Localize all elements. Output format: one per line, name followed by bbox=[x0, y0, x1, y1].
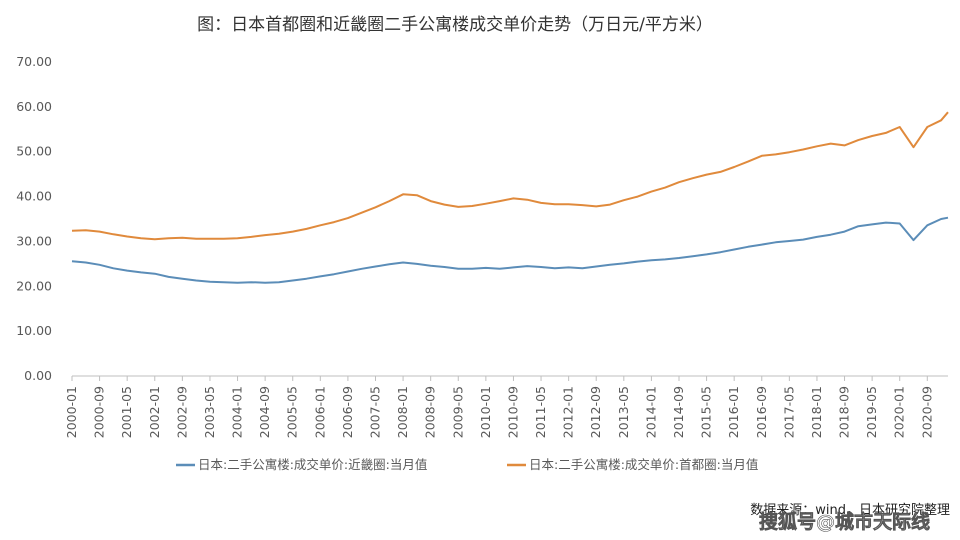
legend-label-shuto: 日本:二手公寓楼:成交单价:首都圈:当月值 bbox=[529, 457, 758, 472]
x-tick-label: 2006-01 bbox=[312, 386, 327, 438]
legend-label-kinki: 日本:二手公寓楼:成交单价:近畿圈:当月值 bbox=[198, 457, 427, 472]
x-tick-label: 2006-09 bbox=[340, 386, 355, 438]
x-tick-label: 2007-05 bbox=[367, 386, 382, 438]
watermark: 搜狐号@城市天际线 bbox=[759, 510, 930, 533]
x-tick-label: 2013-05 bbox=[616, 386, 631, 438]
y-tick-label: 70.00 bbox=[16, 54, 52, 69]
x-tick-label: 2002-09 bbox=[174, 386, 189, 438]
x-tick-label: 2000-09 bbox=[92, 386, 107, 438]
x-tick-label: 2010-01 bbox=[478, 386, 493, 438]
x-tick-label: 2000-01 bbox=[64, 386, 79, 438]
x-tick-label: 2018-01 bbox=[809, 386, 824, 438]
x-tick-label: 2017-05 bbox=[781, 386, 796, 438]
x-tick-label: 2008-01 bbox=[395, 386, 410, 438]
series-line-shuto bbox=[71, 111, 949, 241]
x-tick-label: 2012-09 bbox=[588, 386, 603, 438]
x-tick-label: 2005-05 bbox=[285, 386, 300, 438]
x-tick-label: 2019-05 bbox=[864, 386, 879, 438]
x-tick-label: 2014-01 bbox=[643, 386, 658, 438]
x-tick-label: 2009-05 bbox=[450, 386, 465, 438]
x-tick-label: 2018-09 bbox=[837, 386, 852, 438]
x-tick-label: 2014-09 bbox=[671, 386, 686, 438]
x-axis: 2000-01 2000-09 2001-05 2002-01 2002-09 2003-… bbox=[64, 375, 948, 438]
y-tick-label: 0.00 bbox=[24, 368, 52, 383]
x-tick-label: 2004-01 bbox=[230, 386, 245, 438]
x-tick-label: 2002-01 bbox=[147, 386, 162, 438]
x-tick-label: 2020-09 bbox=[919, 386, 934, 438]
legend: 日本:二手公寓楼:成交单价:近畿圈:当月值 日本:二手公寓楼:成交单价:首都圈:… bbox=[176, 457, 758, 472]
series-line-kinki bbox=[71, 216, 949, 284]
y-tick-label: 30.00 bbox=[16, 233, 52, 248]
x-tick-label: 2010-09 bbox=[505, 386, 520, 438]
y-tick-label: 40.00 bbox=[16, 189, 52, 204]
x-tick-label: 2016-09 bbox=[754, 386, 769, 438]
x-tick-label: 2011-05 bbox=[533, 386, 548, 438]
source-note: 数据来源：wind，日本研究院整理 bbox=[750, 503, 950, 518]
x-tick-label: 2003-05 bbox=[202, 386, 217, 438]
y-axis: 0.00 10.00 20.00 30.00 40.00 50.00 60.00 70.00 bbox=[16, 54, 52, 383]
chart-title: 图：日本首都圈和近畿圈二手公寓楼成交单价走势（万日元/平方米） bbox=[197, 15, 713, 35]
x-tick-label: 2008-09 bbox=[423, 386, 438, 438]
series-layer bbox=[71, 111, 949, 284]
x-tick-label: 2004-09 bbox=[257, 386, 272, 438]
y-tick-label: 20.00 bbox=[16, 278, 52, 293]
x-tick-label: 2015-05 bbox=[699, 386, 714, 438]
x-tick-label: 2016-01 bbox=[726, 386, 741, 438]
y-tick-label: 50.00 bbox=[16, 144, 52, 159]
y-tick-label: 10.00 bbox=[16, 323, 52, 338]
x-tick-label: 2012-01 bbox=[561, 386, 576, 438]
x-tick-label: 2001-05 bbox=[119, 386, 134, 438]
y-tick-label: 60.00 bbox=[16, 99, 52, 114]
x-tick-label: 2020-01 bbox=[892, 386, 907, 438]
